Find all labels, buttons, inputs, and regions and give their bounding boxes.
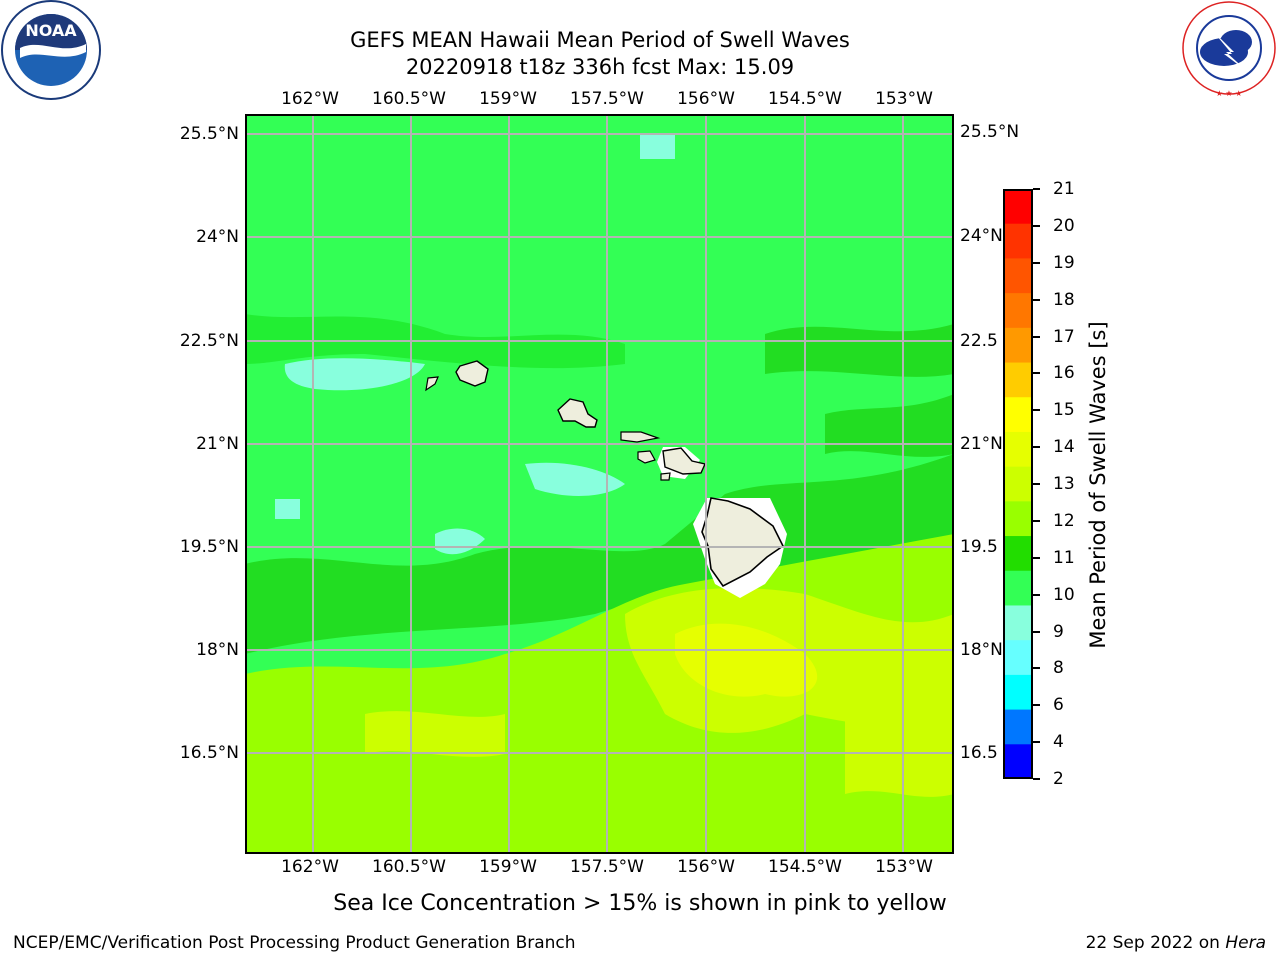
colorbar-tick-label: 11 (1053, 547, 1075, 568)
lon-tick-bottom: 162°W (281, 857, 339, 877)
colorbar-tick-mark (1033, 556, 1040, 559)
colorbar-segment (1003, 640, 1033, 676)
colorbar-segment (1003, 674, 1033, 711)
colorbar-tick-mark (1033, 483, 1040, 485)
colorbar-label: Mean Period of Swell Waves [s] (1086, 321, 1110, 649)
lat-tick-left: 16.5°N (179, 743, 239, 763)
lon-tick-bottom: 160.5°W (372, 857, 446, 877)
colorbar-segment (1003, 501, 1033, 537)
colorbar-tick-label: 2 (1053, 769, 1064, 789)
colorbar-segment (1003, 466, 1033, 502)
lat-tick-left: 24°N (196, 227, 239, 247)
colorbar-tick-mark (1033, 261, 1040, 264)
title-line-1: GEFS MEAN Hawaii Mean Period of Swell Wa… (350, 28, 850, 52)
colorbar-tick-mark (1033, 409, 1040, 412)
map-plot (245, 114, 954, 854)
colorbar-tick-mark (1033, 335, 1040, 338)
colorbar-tick-mark (1033, 519, 1040, 522)
colorbar-segment (1003, 709, 1033, 745)
noaa-logo: NOAA (0, 0, 102, 102)
lat-tick-right: 24°N (960, 226, 1003, 246)
colorbar-segment (1003, 536, 1033, 572)
colorbar-tick-mark (1033, 372, 1040, 375)
chart-title: GEFS MEAN Hawaii Mean Period of Swell Wa… (250, 27, 950, 81)
colorbar-tick-mark (1033, 446, 1040, 449)
lon-tick-top: 160.5°W (372, 89, 446, 109)
lon-tick-bottom: 159°W (479, 857, 537, 877)
colorbar-segment (1003, 570, 1033, 606)
colorbar-tick-label: 16 (1053, 363, 1075, 384)
lat-tick-right: 19.5 (960, 537, 998, 557)
colorbar-tick-label: 13 (1053, 474, 1075, 494)
colorbar-tick-mark (1033, 593, 1040, 596)
lon-tick-top: 159°W (479, 89, 537, 109)
lon-tick-bottom: 154.5°W (768, 857, 842, 877)
colorbar-tick-label: 12 (1053, 510, 1075, 531)
colorbar-tick-label: 6 (1053, 695, 1064, 716)
lat-tick-right: 16.5 (960, 743, 998, 763)
lat-tick-left: 25.5°N (179, 124, 239, 144)
colorbar-tick-label: 21 (1053, 179, 1075, 199)
lon-tick-bottom: 156°W (677, 857, 735, 877)
lat-tick-right: 18°N (960, 640, 1003, 660)
title-line-2: 20220918 t18z 336h fcst Max: 15.09 (405, 55, 795, 79)
colorbar-tick-mark (1033, 224, 1040, 227)
colorbar-segment (1003, 744, 1033, 779)
svg-text:NOAA: NOAA (25, 21, 77, 40)
lat-tick-left: 21°N (196, 434, 239, 454)
lon-tick-bottom: 153°W (875, 857, 933, 877)
lon-tick-top: 157.5°W (570, 89, 644, 109)
colorbar-tick-mark (1033, 667, 1040, 670)
lon-tick-top: 162°W (281, 89, 339, 109)
host-name: Hera (1225, 933, 1266, 953)
svg-text:★ ★ ★: ★ ★ ★ (1216, 89, 1243, 98)
run-date-text: 22 Sep 2022 on (1085, 933, 1220, 953)
lat-tick-left: 18°N (196, 640, 239, 660)
colorbar-tick-label: 20 (1053, 215, 1075, 236)
colorbar-tick-label: 14 (1053, 437, 1075, 458)
colorbar-tick-label: 8 (1053, 658, 1064, 679)
colorbar-tick-label: 17 (1053, 326, 1075, 347)
nws-logo: ★ ★ ★ (1178, 0, 1280, 100)
colorbar-tick-mark (1033, 704, 1040, 707)
colorbar-tick-mark (1033, 778, 1040, 780)
graticule (245, 114, 954, 854)
lat-tick-right: 22.5 (960, 331, 998, 351)
colorbar-segment (1003, 258, 1033, 294)
colorbar-tick-mark (1033, 298, 1040, 301)
lon-tick-top: 153°W (875, 89, 933, 109)
colorbar-segment (1003, 189, 1033, 225)
colorbar-tick-label: 10 (1053, 584, 1075, 605)
colorbar-tick-label: 9 (1053, 621, 1064, 642)
run-date: 22 Sep 2022 on Hera (1086, 933, 1266, 953)
lat-tick-right: 25.5°N (960, 122, 1020, 142)
colorbar-tick-label: 19 (1053, 252, 1075, 273)
lat-tick-right: 21°N (960, 434, 1003, 454)
sea-ice-note: Sea Ice Concentration > 15% is shown in … (333, 891, 947, 916)
lon-tick-top: 154.5°W (768, 89, 842, 109)
lat-tick-left: 22.5°N (179, 331, 239, 351)
colorbar-tick-label: 18 (1053, 289, 1075, 310)
colorbar-segment (1003, 327, 1033, 364)
lon-tick-bottom: 157.5°W (570, 857, 644, 877)
colorbar-tick-mark (1033, 741, 1040, 744)
lat-tick-left: 19.5°N (179, 537, 239, 557)
colorbar-tick-label: 15 (1053, 400, 1075, 421)
colorbar-tick-mark (1033, 188, 1040, 190)
colorbar-tick-mark (1033, 630, 1040, 633)
colorbar-segment (1003, 362, 1033, 398)
colorbar (1003, 189, 1033, 779)
lon-tick-top: 156°W (677, 89, 735, 109)
colorbar-segment (1003, 605, 1033, 641)
colorbar-segment (1003, 293, 1033, 329)
producer-credit: NCEP/EMC/Verification Post Processing Pr… (13, 933, 576, 953)
colorbar-segment (1003, 223, 1033, 259)
colorbar-segment (1003, 431, 1033, 468)
colorbar-segment (1003, 397, 1033, 433)
colorbar-tick-label: 4 (1053, 732, 1064, 753)
